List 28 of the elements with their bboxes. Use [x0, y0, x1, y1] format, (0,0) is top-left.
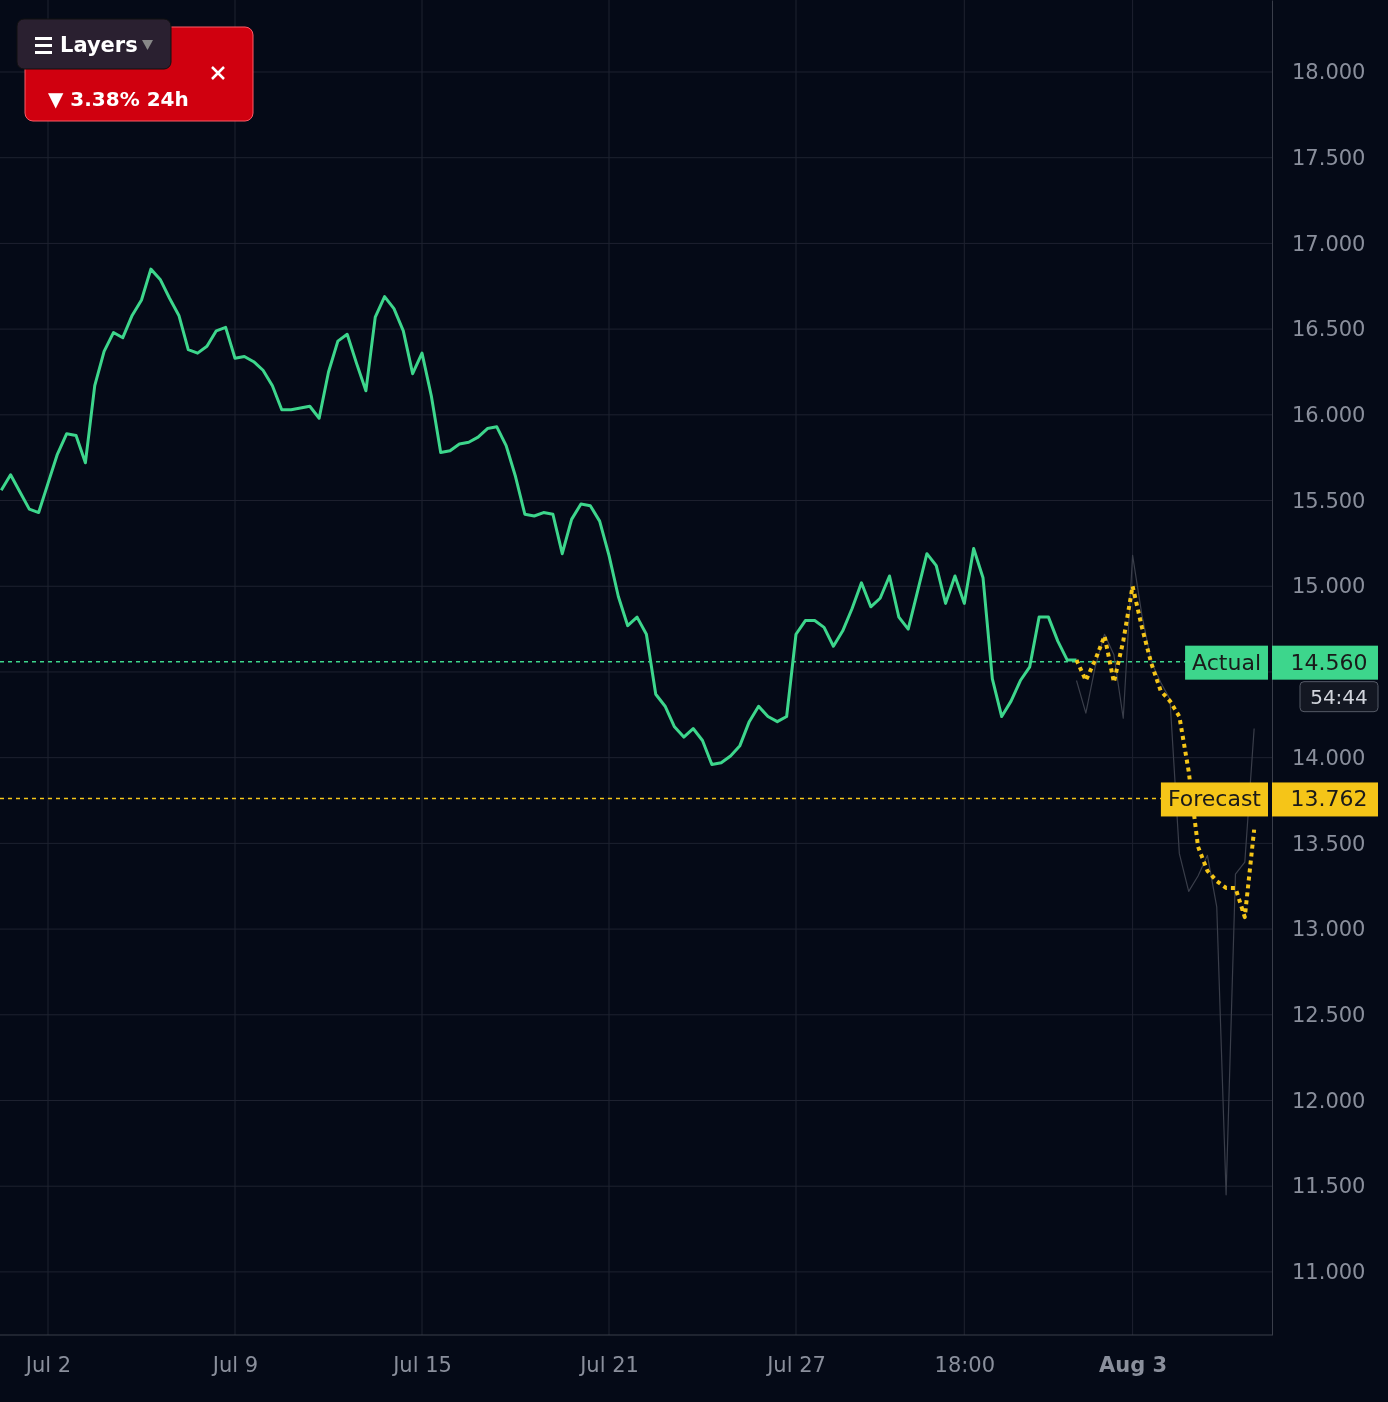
x-tick-label: Jul 15	[391, 1352, 452, 1377]
text: 54:44	[1310, 684, 1368, 709]
y-tick-label: 16.500	[1292, 317, 1366, 342]
y-tick-label: 17.500	[1292, 145, 1366, 170]
annotation: ▼ 3.38% 24h	[48, 87, 189, 111]
y-tick-label: 18.000	[1292, 60, 1366, 85]
y-tick-label: 11.500	[1292, 1174, 1366, 1199]
text: 13.762	[1290, 786, 1368, 812]
x-tick-label: Jul 21	[578, 1352, 639, 1377]
y-tick-label: 12.000	[1292, 1088, 1366, 1113]
text: 14.560	[1290, 649, 1368, 675]
x-tick-label: Jul 2	[23, 1352, 72, 1377]
x-tick-label: Jul 9	[210, 1352, 259, 1377]
y-tick-label: 14.000	[1292, 745, 1366, 770]
y-tick-label: 17.000	[1292, 231, 1366, 256]
y-tick-label: 12.500	[1292, 1003, 1366, 1028]
y-tick-label: 13.000	[1292, 917, 1366, 942]
x-tick-label: 18:00	[934, 1352, 996, 1377]
y-tick-label: 15.000	[1292, 574, 1366, 599]
ref-line-label: Forecast	[1167, 786, 1262, 812]
x-tick-label: Aug 3	[1099, 1352, 1168, 1377]
y-tick-label: 15.500	[1292, 488, 1366, 513]
x-tick-label: Jul 27	[765, 1352, 826, 1377]
y-tick-label: 13.500	[1292, 831, 1366, 856]
y-tick-label: 11.000	[1292, 1260, 1366, 1285]
ref-line-label: Actual	[1192, 649, 1261, 675]
annotation: Layers	[60, 33, 138, 57]
y-tick-label: 16.000	[1292, 403, 1366, 428]
